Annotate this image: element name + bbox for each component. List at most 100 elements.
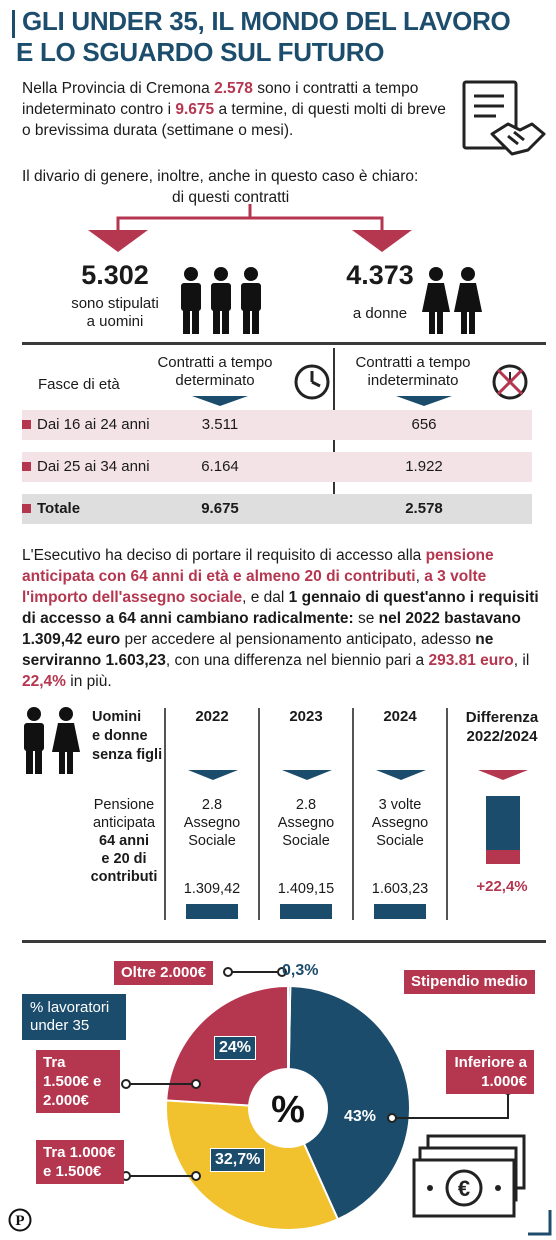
slice-value-over2000: 0,3% — [282, 962, 319, 979]
pie-slice-under1000 — [286, 985, 411, 1221]
pension-left-4: e 20 di — [101, 851, 147, 867]
para-highlight: 293.81 euro — [428, 652, 514, 669]
table-row — [22, 452, 532, 482]
connector-under1000 — [392, 1090, 509, 1119]
para-part: in più. — [65, 673, 112, 690]
connector-dot — [191, 1171, 201, 1181]
pension-paragraph: L'Esecutivo ha deciso di portare il requ… — [22, 545, 546, 692]
row-label-text: Dai 16 ai 24 anni — [37, 416, 150, 433]
slice-name-1500-2000: Tra 1.500€ e 2.000€ — [36, 1050, 120, 1113]
intro-part: sono i contratti a tempo indeterminato c… — [22, 80, 419, 118]
connector-dot — [223, 967, 233, 977]
pie-top-rule — [22, 940, 546, 943]
row-det-value: 3.511 — [201, 416, 239, 433]
row-label: Dai 25 ai 34 anni — [22, 458, 150, 475]
pie-center-label: % — [271, 1089, 305, 1131]
year-arrow — [188, 770, 238, 780]
slice-name-1000-1500: Tra 1.000€ e 1.500€ — [36, 1140, 124, 1184]
pension-head-3: senza figli — [92, 747, 163, 763]
corner-bracket — [528, 1210, 552, 1236]
intro-number: 9.675 — [175, 101, 215, 118]
year-desc-2: Assegno — [277, 815, 335, 831]
year-bar — [374, 904, 426, 919]
row-marker — [22, 504, 31, 513]
diff-bar-increase — [486, 850, 520, 864]
intro-part: Nella Provincia di Cremona — [22, 80, 215, 97]
banknote-euro-icon: € — [412, 1134, 526, 1218]
ind-arrow — [396, 396, 452, 406]
men-label-2: a uomini — [86, 313, 144, 330]
row-ind-value: 2.578 — [405, 500, 443, 517]
table-top-rule — [22, 342, 546, 345]
pension-left-2: anticipata — [92, 815, 156, 831]
contract-handshake-icon — [462, 80, 546, 156]
connector-dot — [277, 967, 287, 977]
para-part: L'Esecutivo ha deciso di portare il requ… — [22, 547, 426, 564]
year-amount: 1.603,23 — [371, 881, 429, 897]
table-row-total — [22, 494, 532, 524]
para-bold: 1 gennaio di quest'anno i requisiti di a… — [22, 589, 539, 627]
slice-value-1500-2000: 24% — [214, 1036, 257, 1060]
para-part: se — [353, 610, 379, 627]
para-bold: ne serviranno 1.603,23 — [22, 631, 494, 669]
para-part: per accedere al pensionamento anticipato… — [120, 631, 476, 648]
diff-value: +22,4% — [476, 878, 528, 895]
men-stat: 5.302 sono stipulati a uomini — [60, 260, 170, 331]
slice-value-1000-1500: 32,7% — [210, 1148, 266, 1172]
year-desc: 2.8 Assegno Sociale — [264, 796, 348, 850]
title-line-1: GLI UNDER 35, IL MONDO DEL LAVORO — [22, 6, 511, 36]
year-desc-1: 2.8 — [201, 797, 223, 813]
slice-name-over2000: Oltre 2.000€ — [114, 961, 214, 985]
row-ind-value: 1.922 — [405, 458, 443, 475]
para-part: , con una differenza nel biennio pari a — [165, 652, 429, 669]
men-label-1: sono stipulati — [71, 295, 159, 312]
para-part: , — [415, 568, 425, 585]
pension-head-1: Uomini — [92, 709, 142, 725]
year-desc: 3 volte Assegno Sociale — [358, 796, 442, 850]
det-arrow — [192, 396, 248, 406]
men-value: 5.302 — [81, 260, 149, 290]
diff-arrow — [478, 770, 528, 780]
year-desc-3: Sociale — [282, 833, 330, 849]
row-label: Totale — [22, 500, 80, 517]
year-2023: 2023 — [289, 708, 323, 725]
row-marker — [22, 420, 31, 429]
pension-divider — [352, 708, 354, 920]
diff-bar-base — [486, 796, 520, 850]
col-header-age: Fasce di età — [38, 376, 120, 393]
women-value: 4.373 — [346, 260, 414, 290]
year-desc: 2.8 Assegno Sociale — [170, 796, 254, 850]
pension-left-5: contributi — [90, 869, 158, 885]
pension-divider — [258, 708, 260, 920]
connector-dot — [121, 1079, 131, 1089]
year-bar — [280, 904, 332, 919]
diff-header: Differenza 2022/2024 — [452, 708, 552, 746]
row-label-text: Totale — [37, 500, 81, 517]
year-arrow — [376, 770, 426, 780]
diff-label-2: 2022/2024 — [466, 728, 538, 745]
row-det-value: 6.164 — [201, 458, 239, 475]
pension-left-3: 64 anni — [99, 833, 149, 849]
row-marker — [22, 462, 31, 471]
year-2024: 2024 — [383, 708, 417, 725]
pension-left-1: Pensione — [93, 797, 155, 813]
man-woman-icon — [24, 707, 80, 774]
table-row — [22, 410, 532, 440]
col-header-ind-line2: indeterminato — [367, 372, 459, 389]
year-arrow — [282, 770, 332, 780]
pie-center — [248, 1068, 328, 1148]
year-desc-3: Sociale — [376, 833, 424, 849]
row-ind-value: 656 — [411, 416, 437, 433]
col-header-det-line2: determinato — [175, 372, 255, 389]
diff-label-1: Differenza — [465, 709, 539, 726]
chart-legend: % lavoratori under 35 — [30, 999, 110, 1034]
intro-number: 2.578 — [214, 80, 253, 97]
para-part: , e dal — [242, 589, 289, 606]
title-accent-bar — [12, 10, 15, 38]
gender-gap-line-2: di questi contratti — [172, 189, 290, 206]
clock-icon — [294, 364, 330, 400]
para-highlight: pensione anticipata con 64 anni di età e… — [22, 547, 494, 585]
svg-text:€: € — [458, 1176, 470, 1201]
gender-bracket — [88, 204, 412, 252]
title-line-2: E LO SGUARDO SUL FUTURO — [16, 37, 385, 67]
